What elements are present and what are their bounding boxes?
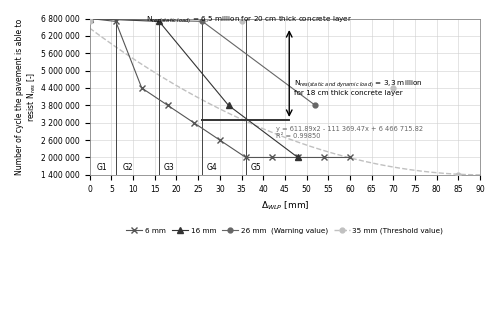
Y-axis label: Number of cycle the pavement is able to
resist N$_{res}$ [-]: Number of cycle the pavement is able to … — [15, 18, 38, 175]
Text: N$_{res(static\ load)}$ = 6,5 million for 20 cm thick concrete layer: N$_{res(static\ load)}$ = 6,5 million fo… — [146, 14, 352, 25]
Text: G4: G4 — [207, 163, 218, 172]
Legend: 6 mm, 16 mm, 26 mm  (Warning value), 35 mm (Threshold value): 6 mm, 16 mm, 26 mm (Warning value), 35 m… — [124, 224, 446, 237]
Text: N$_{res(static\ and\ dynamic\ load)}$ = 3,3 million
for 18 cm thick concrete lay: N$_{res(static\ and\ dynamic\ load)}$ = … — [294, 78, 422, 96]
Text: G3: G3 — [164, 163, 174, 172]
Text: G1: G1 — [96, 163, 107, 172]
X-axis label: $\Delta_{WLP}$ [mm]: $\Delta_{WLP}$ [mm] — [260, 199, 309, 212]
Text: y = 611.89x2 - 111 369.47x + 6 466 715.82
R² = 0.99850: y = 611.89x2 - 111 369.47x + 6 466 715.8… — [276, 126, 424, 139]
Text: G2: G2 — [122, 163, 133, 172]
Text: G5: G5 — [250, 163, 261, 172]
